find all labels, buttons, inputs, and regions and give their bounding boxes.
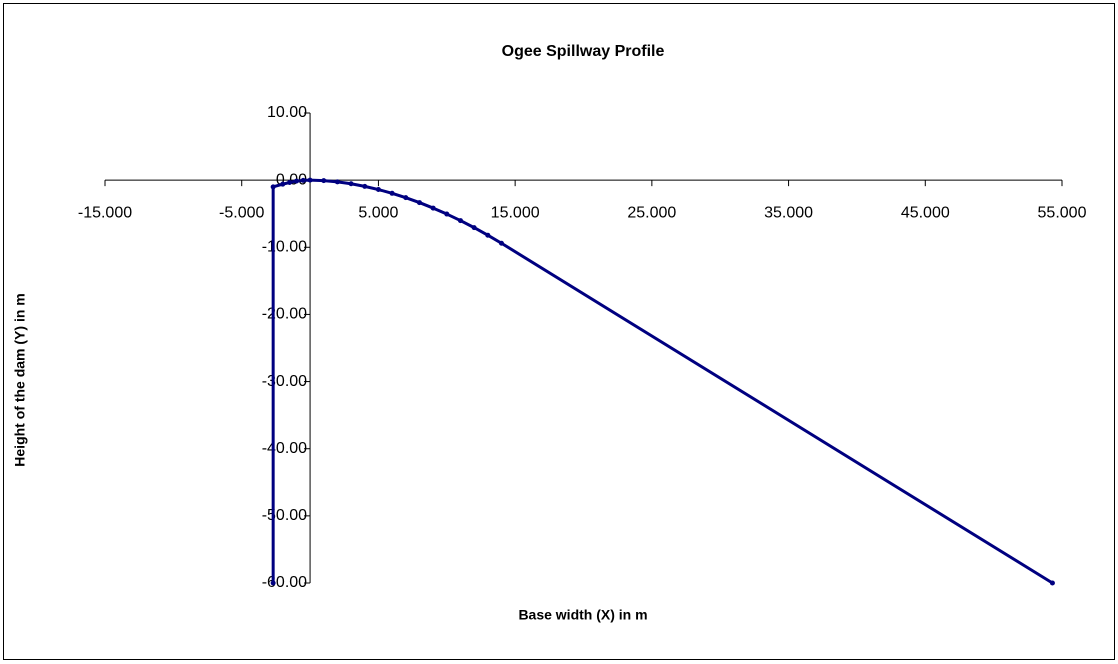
y-tick-label: -20.00 xyxy=(262,306,307,323)
point-marker xyxy=(307,177,313,183)
point-marker xyxy=(403,195,409,201)
y-tick-label: -60.00 xyxy=(262,574,307,591)
point-marker xyxy=(457,218,463,224)
chart-title: Ogee Spillway Profile xyxy=(502,43,665,60)
y-tick-label: 10.00 xyxy=(267,104,307,121)
x-tick-label: -15.000 xyxy=(78,204,132,221)
point-marker xyxy=(498,240,504,246)
point-marker xyxy=(321,178,327,184)
point-marker xyxy=(348,181,354,187)
point-marker xyxy=(334,179,340,185)
x-axis-label: Base width (X) in m xyxy=(518,607,647,623)
point-marker xyxy=(300,177,306,183)
y-tick-label: -30.00 xyxy=(262,373,307,390)
point-marker xyxy=(287,179,293,185)
chart-frame xyxy=(3,3,1115,660)
y-tick-label: -10.00 xyxy=(262,239,307,256)
point-marker xyxy=(293,178,299,184)
x-tick-label: 25.000 xyxy=(627,204,676,221)
y-tick-label: -50.00 xyxy=(262,507,307,524)
point-marker xyxy=(1049,580,1055,586)
x-tick-label: 45.000 xyxy=(901,204,950,221)
y-axis-label: Height of the dam (Y) in m xyxy=(12,293,28,466)
point-marker xyxy=(430,205,436,211)
profile-line xyxy=(271,178,1054,585)
x-tick-label: -5.000 xyxy=(219,204,264,221)
point-marker xyxy=(485,232,491,238)
point-marker xyxy=(280,181,286,187)
point-marker xyxy=(270,580,276,586)
point-marker xyxy=(471,225,477,231)
y-tick-label: -40.00 xyxy=(262,440,307,457)
x-tick-label: 35.000 xyxy=(764,204,813,221)
point-marker xyxy=(362,183,368,189)
x-tick-label: 55.000 xyxy=(1038,204,1087,221)
point-marker xyxy=(444,211,450,217)
x-tick-label: 15.000 xyxy=(491,204,540,221)
x-tick-label: 5.000 xyxy=(358,204,398,221)
point-marker xyxy=(375,187,381,193)
point-marker xyxy=(416,200,422,206)
point-marker xyxy=(270,184,276,190)
point-marker xyxy=(389,190,395,196)
